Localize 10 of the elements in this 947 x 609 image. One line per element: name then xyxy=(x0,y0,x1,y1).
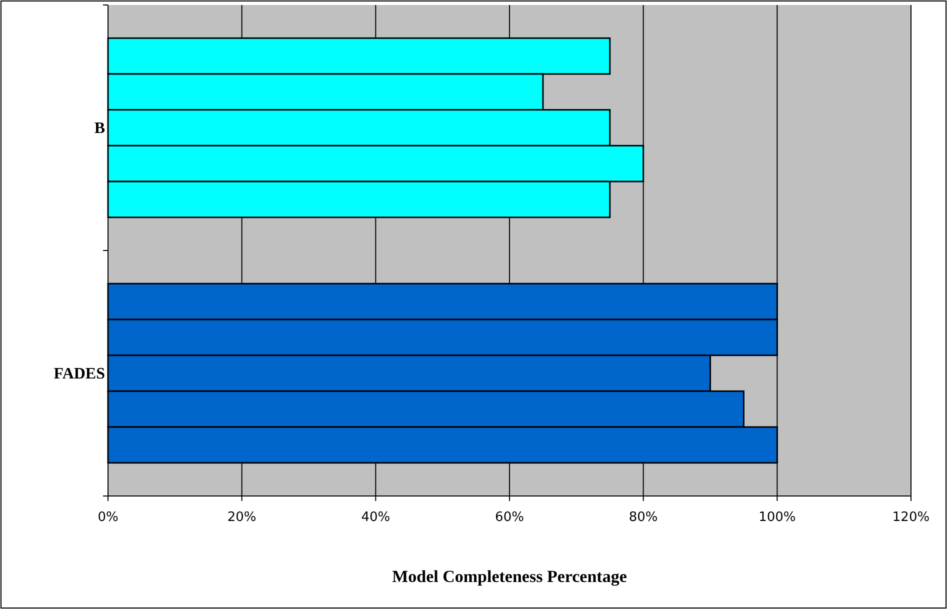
x-tick-label: 0% xyxy=(98,510,118,525)
x-tick-label: 120% xyxy=(892,510,930,525)
x-axis-title: Model Completeness Percentage xyxy=(392,567,628,586)
x-tick-label: 40% xyxy=(361,510,390,525)
x-tick-label: 60% xyxy=(495,510,524,525)
x-tick-label: 100% xyxy=(758,510,796,525)
x-tick-label: 20% xyxy=(227,510,256,525)
y-tick-label: B xyxy=(94,120,106,137)
y-tick-label: FADES xyxy=(54,365,106,382)
x-tick-label: 80% xyxy=(628,510,658,525)
